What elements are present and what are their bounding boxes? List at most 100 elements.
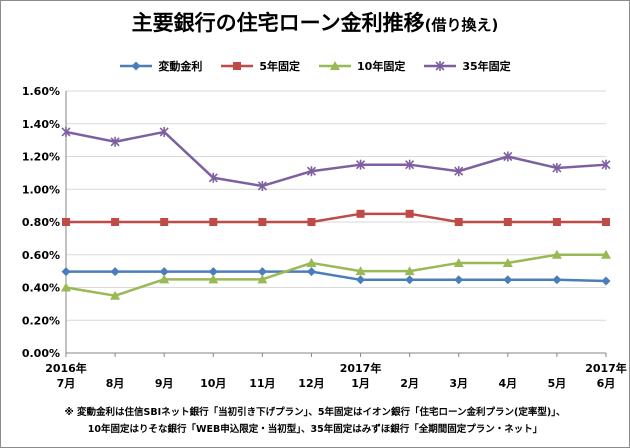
x-tick-month-label: 4月 <box>498 377 517 390</box>
y-tick-label: 1.60% <box>22 85 60 98</box>
y-tick-label: 1.20% <box>22 151 60 164</box>
series-3-point <box>61 282 71 292</box>
series-1-point <box>61 267 71 277</box>
series-3-point <box>159 274 170 284</box>
y-tick-label: 0.00% <box>22 347 60 360</box>
series-line-2 <box>66 212 606 224</box>
x-tick-month-label: 6月 <box>597 377 616 390</box>
series-1-point <box>356 275 366 285</box>
legend-swatch-marker <box>435 61 445 71</box>
x-tick-month-label: 5月 <box>548 377 567 390</box>
series-1-point <box>552 275 562 285</box>
legend-item-3: 10年固定 <box>318 58 405 74</box>
x-tick-year-label: 2016年 <box>45 361 87 375</box>
series-2-point <box>160 218 169 226</box>
x-tick-month-label: 1月 <box>351 377 370 390</box>
series-line-1 <box>66 270 607 283</box>
x-tick-month-label: 7月 <box>57 377 76 390</box>
x-tick-month-label: 11月 <box>249 377 275 390</box>
series-3-point <box>355 266 366 276</box>
series-2-point <box>454 218 463 226</box>
series-3-point <box>551 249 562 259</box>
series-2-point <box>552 218 561 226</box>
series-4-point <box>110 136 120 147</box>
series-4-point <box>355 159 366 170</box>
series-1-point <box>306 267 316 277</box>
series-1-point <box>208 267 218 277</box>
y-tick-label: 1.00% <box>22 183 60 196</box>
series-1-point <box>454 275 464 285</box>
y-tick-label: 1.40% <box>22 118 60 131</box>
legend-swatch-marker <box>233 62 242 70</box>
footnote: ※ 変動金利は住信SBIネット銀行「当初引き下げプラン」、5年固定はイオン銀行「… <box>1 404 629 438</box>
series-1-point <box>601 276 611 286</box>
footnote-line-1: ※ 変動金利は住信SBIネット銀行「当初引き下げプラン」、5年固定はイオン銀行「… <box>64 407 566 418</box>
y-tick-label: 0.60% <box>22 249 60 262</box>
series-2-point <box>602 218 610 226</box>
series-2-point <box>258 218 267 226</box>
series-2-point <box>356 209 365 218</box>
series-2-point <box>307 218 316 226</box>
series-3-point <box>502 257 513 267</box>
x-tick-month-label: 9月 <box>155 377 174 390</box>
series-4-point <box>503 151 513 162</box>
legend-item-1: 変動金利 <box>119 58 202 74</box>
legend-swatch-marker <box>131 61 141 71</box>
y-tick-label: 0.80% <box>22 216 60 229</box>
chart-title: 主要銀行の住宅ローン金利推移(借り換え) <box>1 7 629 37</box>
x-tick-month-label: 2月 <box>400 377 419 390</box>
series-1-point <box>257 267 267 277</box>
series-1-point <box>405 275 415 285</box>
chart-title-sub: (借り換え) <box>424 16 499 34</box>
footnote-line-2: 10年固定はりそな銀行「WEB申込限定・当初型」、35年固定はみずほ銀行「全期間… <box>87 424 543 435</box>
series-2-point <box>405 209 414 218</box>
series-line-3 <box>65 253 606 297</box>
y-tick-label: 0.20% <box>22 314 60 327</box>
legend-item-4: 35年固定 <box>423 58 511 74</box>
series-3-point <box>404 266 415 276</box>
series-3-point <box>306 257 317 267</box>
legend-swatch-2 <box>221 62 254 70</box>
x-tick-month-label: 8月 <box>106 377 125 390</box>
series-4-point <box>61 126 71 137</box>
x-tick-year-label: 2017年 <box>585 361 627 375</box>
series-2-point <box>111 218 120 226</box>
series-4-point <box>306 166 317 177</box>
legend-swatch-4 <box>424 61 457 71</box>
series-3-point <box>257 274 268 284</box>
series-3-point <box>110 290 121 300</box>
y-tick-label: 0.40% <box>22 282 60 295</box>
series-4-point <box>159 126 169 137</box>
legend-label-2: 5年固定 <box>259 60 301 73</box>
series-4-point <box>208 172 218 183</box>
series-4-point <box>257 180 267 191</box>
series-3-point <box>601 249 611 259</box>
chart-title-main: 主要銀行の住宅ローン金利推移 <box>131 11 425 35</box>
legend-swatch-3 <box>319 61 352 70</box>
legend-swatch-1 <box>120 61 153 71</box>
series-1-point <box>159 267 169 277</box>
series-3-point <box>208 274 219 284</box>
x-tick-year-label: 2017年 <box>340 361 382 375</box>
chart-legend: 変動金利 5年固定 10年固定 35年固定 <box>1 58 629 74</box>
legend-label-1: 変動金利 <box>158 60 203 73</box>
series-3-point <box>453 257 464 267</box>
legend-label-4: 35年固定 <box>462 60 511 73</box>
series-4-point <box>552 162 562 173</box>
legend-swatch-marker <box>330 61 341 70</box>
x-tick-month-label: 12月 <box>298 377 324 390</box>
series-2-point <box>62 218 70 226</box>
series-line-4 <box>65 130 607 188</box>
series-4-point <box>601 159 611 170</box>
legend-label-3: 10年固定 <box>357 60 406 73</box>
series-1-point <box>503 275 513 285</box>
series-1-point <box>110 267 120 277</box>
series-4-point <box>405 159 415 170</box>
series-2-point <box>503 218 512 226</box>
x-tick-month-label: 10月 <box>200 377 226 390</box>
series-4-point <box>454 166 464 177</box>
x-tick-month-label: 3月 <box>449 377 468 390</box>
legend-item-2: 5年固定 <box>220 58 300 74</box>
